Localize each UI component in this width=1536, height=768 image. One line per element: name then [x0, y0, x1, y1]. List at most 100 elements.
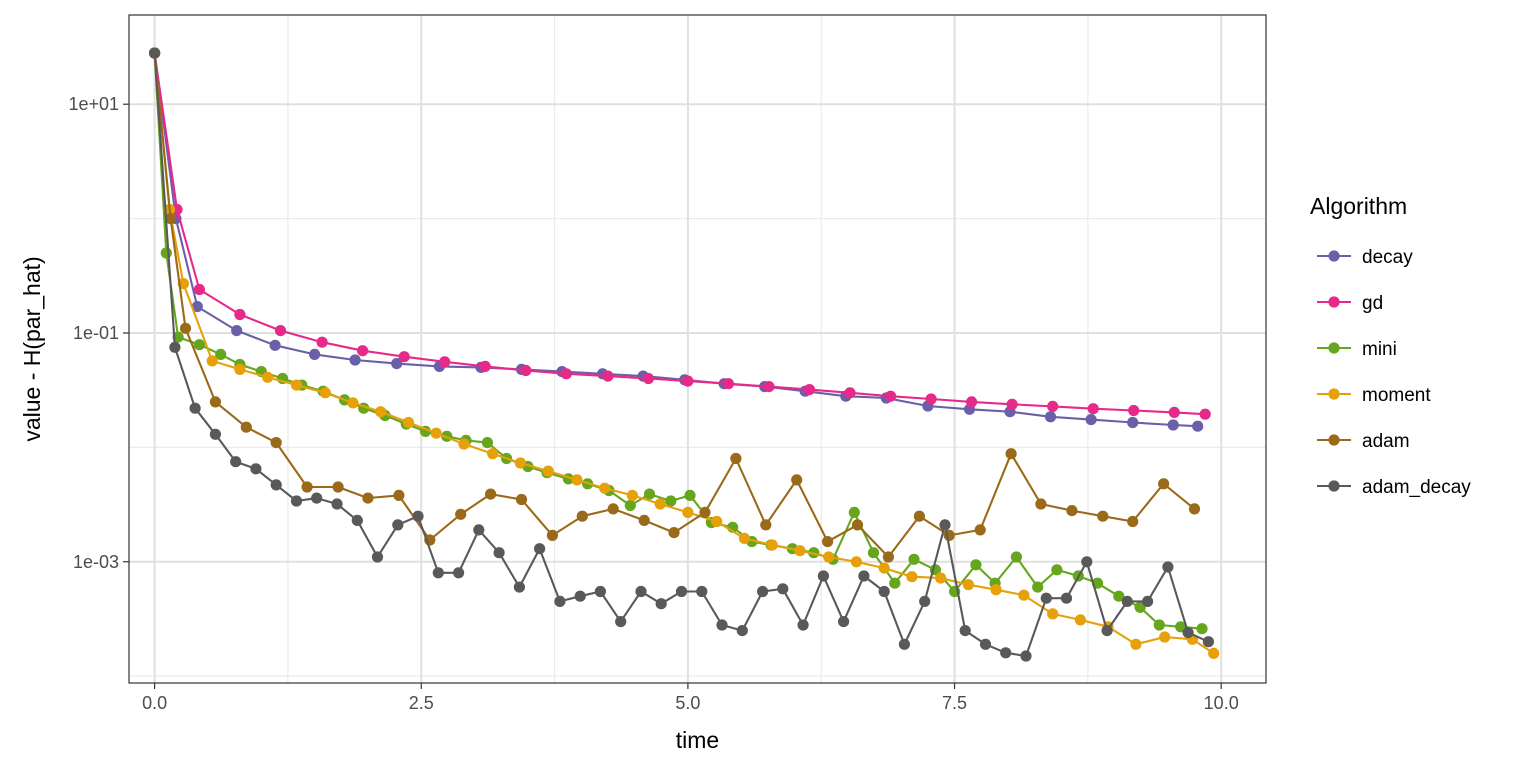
- data-point-adam_decay: [493, 547, 505, 559]
- data-point-gd: [316, 336, 328, 348]
- data-point-adam: [485, 488, 497, 500]
- data-point-adam_decay: [878, 585, 890, 598]
- data-point-gd: [885, 390, 897, 402]
- data-point-adam_decay: [311, 492, 323, 504]
- y-tick-label: 1e-03: [73, 552, 119, 572]
- series-gd: [149, 47, 1211, 420]
- data-point-gd: [234, 308, 246, 321]
- data-point-decay: [309, 348, 321, 360]
- x-tick-label: 2.5: [409, 693, 434, 713]
- data-point-gd: [803, 384, 816, 396]
- data-point-adam_decay: [959, 625, 971, 637]
- x-tick-label: 5.0: [675, 693, 700, 713]
- data-point-moment: [626, 489, 639, 501]
- data-point-adam_decay: [1101, 625, 1113, 637]
- data-point-adam_decay: [1182, 627, 1194, 639]
- data-point-moment: [906, 571, 918, 583]
- data-point-adam: [515, 493, 528, 506]
- legend-title: Algorithm: [1310, 193, 1407, 219]
- legend-key-point: [1328, 296, 1340, 308]
- data-point-adam: [882, 551, 895, 563]
- x-tick-label: 7.5: [942, 693, 967, 713]
- data-point-adam: [301, 481, 313, 493]
- y-tick-label: 1e+01: [68, 94, 119, 114]
- data-point-adam_decay: [736, 625, 748, 637]
- data-point-adam_decay: [777, 583, 789, 595]
- data-point-moment: [1018, 589, 1030, 601]
- data-point-adam_decay: [858, 570, 870, 582]
- data-point-mini: [1153, 619, 1165, 631]
- data-point-adam_decay: [898, 638, 911, 650]
- data-point-decay: [1167, 419, 1179, 431]
- legend-key-point: [1328, 480, 1340, 492]
- data-point-mini: [665, 495, 677, 507]
- data-point-mini: [889, 577, 901, 589]
- data-point-adam_decay: [230, 456, 242, 468]
- data-point-moment: [935, 572, 947, 584]
- data-point-adam: [165, 213, 177, 225]
- legend-label: adam: [1362, 431, 1410, 452]
- legend: decay gd mini moment adam adam_decay: [1317, 247, 1471, 498]
- series-adam_decay: [149, 47, 1214, 662]
- data-point-adam_decay: [453, 567, 465, 579]
- data-point-adam_decay: [1081, 556, 1093, 568]
- y-tick-label: 1e-01: [73, 323, 119, 343]
- data-point-gd: [357, 345, 369, 357]
- data-point-decay: [391, 358, 403, 370]
- data-point-moment: [542, 465, 554, 477]
- data-point-adam: [1035, 498, 1047, 510]
- data-point-gd: [925, 393, 937, 405]
- data-point-adam: [760, 519, 772, 531]
- data-point-adam: [1158, 478, 1170, 490]
- data-point-moment: [514, 457, 527, 469]
- data-point-adam: [362, 492, 374, 504]
- data-point-mini: [1196, 623, 1208, 635]
- data-point-adam: [668, 527, 680, 539]
- legend-item-moment: moment: [1317, 385, 1431, 406]
- data-point-moment: [347, 397, 359, 409]
- x-axis-title: time: [676, 727, 719, 753]
- data-point-mini: [1134, 601, 1146, 613]
- data-point-adam_decay: [412, 510, 424, 522]
- data-point-gd: [274, 325, 287, 337]
- data-point-adam: [393, 489, 405, 501]
- data-point-decay: [269, 339, 281, 351]
- data-point-adam_decay: [473, 524, 485, 536]
- data-point-moment: [794, 545, 806, 557]
- data-point-moment: [682, 506, 694, 518]
- data-point-adam_decay: [1202, 636, 1214, 648]
- data-point-adam: [332, 481, 344, 493]
- data-point-adam_decay: [1142, 595, 1154, 608]
- data-point-adam_decay: [675, 585, 688, 598]
- data-point-moment: [375, 406, 387, 418]
- data-point-adam: [1066, 505, 1078, 517]
- data-point-adam_decay: [250, 463, 262, 475]
- legend-item-mini: mini: [1317, 339, 1397, 360]
- series-line-gd: [153, 52, 1206, 416]
- y-axis-title: value - H(par_hat): [19, 256, 45, 441]
- data-point-moment: [766, 539, 778, 551]
- data-point-gd: [398, 351, 410, 363]
- data-point-gd: [1128, 404, 1140, 417]
- data-point-moment: [1047, 608, 1059, 620]
- data-point-moment: [738, 532, 751, 545]
- data-point-adam_decay: [1060, 592, 1073, 604]
- data-point-moment: [711, 515, 723, 528]
- legend-item-gd: gd: [1317, 293, 1383, 314]
- data-point-adam_decay: [838, 616, 850, 628]
- data-point-moment: [850, 556, 863, 568]
- data-point-adam: [1097, 510, 1109, 522]
- data-point-adam_decay: [696, 585, 708, 598]
- data-point-adam: [607, 503, 619, 515]
- data-point-mini: [481, 437, 493, 449]
- data-point-mini: [1010, 551, 1023, 563]
- data-point-adam_decay: [979, 638, 992, 650]
- data-point-adam_decay: [149, 47, 161, 59]
- data-point-moment: [319, 387, 331, 399]
- data-point-decay: [1192, 420, 1204, 432]
- data-point-decay: [231, 325, 243, 337]
- data-point-decay: [191, 301, 203, 313]
- data-point-mini: [908, 553, 920, 565]
- series-layer: [149, 47, 1220, 662]
- data-point-adam_decay: [189, 402, 201, 414]
